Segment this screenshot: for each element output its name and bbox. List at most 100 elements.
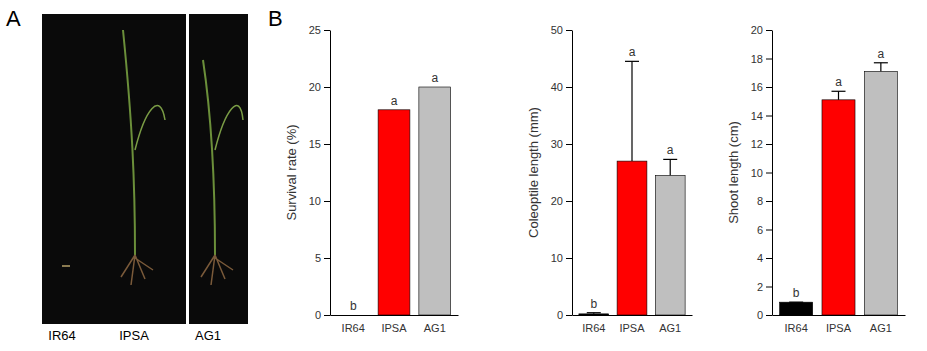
tick-label: IR64 [342, 322, 365, 334]
error-bar [587, 313, 601, 314]
tick: 20 [309, 81, 330, 93]
axis-line [772, 31, 773, 316]
tick-label: 50 [551, 24, 563, 36]
tick: 0 [557, 309, 572, 321]
error-bar-cap [587, 312, 601, 313]
axis-title: Shoot length (cm) [726, 121, 741, 224]
bar [655, 175, 685, 315]
tick-label: 6 [757, 224, 763, 236]
annotation: a [391, 94, 398, 108]
y-axis: 02468101214161820 [751, 24, 773, 321]
tick-label: 12 [751, 138, 763, 150]
tick: 16 [751, 81, 772, 93]
tick: 18 [751, 53, 772, 65]
tick: 15 [309, 138, 330, 150]
seedling-root [201, 255, 233, 285]
tick: 14 [751, 110, 772, 122]
chart: 01020304050IR64IPSAAG1Coleoptile length … [526, 24, 693, 334]
error-bar [625, 61, 639, 161]
tick-label: IR64 [785, 322, 808, 334]
tick-label: 14 [751, 110, 763, 122]
tick: 0 [757, 309, 772, 321]
tick-label: 10 [551, 252, 563, 264]
tick: AG1 [659, 322, 681, 334]
tick-mark [766, 59, 772, 60]
tick-mark [566, 201, 572, 202]
axis-title: Survival rate (%) [284, 124, 299, 220]
tick-mark [324, 258, 330, 259]
chart: 0510152025IR64IPSAAG1Survival rate (%)ba… [284, 24, 459, 334]
tick: 50 [551, 24, 572, 36]
seedling [201, 60, 243, 285]
tick-mark [324, 315, 330, 316]
tick-label: 4 [757, 252, 763, 264]
tick-mark [766, 30, 772, 31]
x-axis: IR64IPSAAG1 [331, 316, 459, 335]
annotation: a [667, 143, 674, 157]
photo-label: IPSA [119, 328, 149, 343]
tick: 12 [751, 138, 772, 150]
tick: AG1 [870, 322, 892, 334]
tick-label: 30 [551, 138, 563, 150]
error-bar-stem [631, 61, 632, 161]
error-bar-stem [670, 159, 671, 175]
photo [42, 14, 248, 324]
tick-mark [766, 258, 772, 259]
tick-mark [766, 116, 772, 117]
seedling-root [121, 255, 153, 285]
annotation: a [835, 75, 842, 89]
tick: 10 [551, 252, 572, 264]
tick-mark [766, 87, 772, 88]
error-bar [663, 159, 677, 175]
bar [822, 100, 855, 315]
annotation: b [793, 286, 800, 300]
seedling-leaf [215, 106, 243, 150]
error-bar [832, 91, 846, 100]
tick-label: 25 [309, 24, 321, 36]
axis-line [573, 315, 693, 316]
error-bar-stem [880, 63, 881, 72]
error-bar-cap [832, 91, 846, 92]
panel-label: B [268, 6, 283, 31]
tick: 25 [309, 24, 330, 36]
tick: 8 [757, 195, 772, 207]
seedling-shoot [123, 30, 135, 255]
tick-mark [566, 258, 572, 259]
tick-mark [766, 230, 772, 231]
axis-line [330, 31, 331, 316]
tick-label: 15 [309, 138, 321, 150]
tick-mark [766, 201, 772, 202]
tick-mark [766, 287, 772, 288]
tick-mark [566, 87, 572, 88]
photo-separator [186, 14, 189, 324]
seedling-shoot [203, 60, 215, 255]
tick-label: 2 [757, 281, 763, 293]
axis-line [331, 315, 459, 316]
annotation: a [629, 45, 636, 59]
axis-line [572, 31, 573, 316]
tick: 5 [315, 252, 330, 264]
tick-label: AG1 [870, 322, 892, 334]
annotation: b [590, 297, 597, 311]
figure: ABIR64IPSAAG10510152025IR64IPSAAG1Surviv… [0, 0, 927, 351]
tick-mark [324, 144, 330, 145]
bar [419, 87, 451, 315]
panel-label: A [6, 6, 21, 31]
tick-mark [324, 87, 330, 88]
photo-label: IR64 [48, 328, 75, 343]
photo-background [42, 14, 248, 324]
tick: AG1 [424, 322, 446, 334]
x-axis: IR64IPSAAG1 [773, 316, 906, 335]
tick-label: AG1 [424, 322, 446, 334]
tick-label: 5 [315, 252, 321, 264]
tick-label: IR64 [582, 322, 605, 334]
error-bar-cap [874, 62, 888, 63]
annotation: a [431, 71, 438, 85]
tick-mark [766, 315, 772, 316]
tick: IR64 [582, 322, 605, 334]
chart: 02468101214161820IR64IPSAAG1Shoot length… [726, 24, 906, 334]
tick: 2 [757, 281, 772, 293]
tick-label: 40 [551, 81, 563, 93]
tick-mark [566, 144, 572, 145]
seedling [62, 265, 70, 267]
